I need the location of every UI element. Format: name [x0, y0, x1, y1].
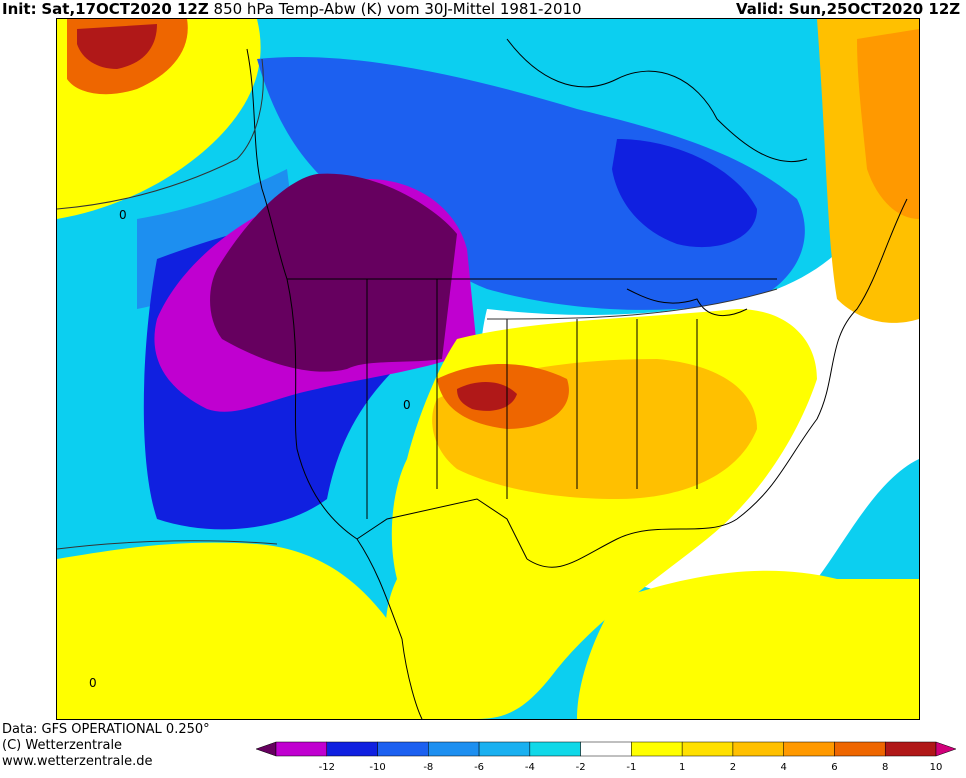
zero-contours — [57, 58, 778, 550]
legend-swatch — [478, 741, 531, 757]
legend-tick-label: -1 — [626, 762, 636, 773]
anomaly-yellow-se — [577, 570, 919, 719]
legend-tick-label: 2 — [730, 762, 736, 773]
header-left: Init: Sat,17OCT2020 12Z 850 hPa Temp-Abw… — [2, 0, 582, 18]
legend-swatch — [428, 741, 480, 757]
legend-tick-label: -4 — [525, 762, 535, 773]
legend-swatch — [377, 741, 429, 757]
legend-tick-label: -8 — [423, 762, 433, 773]
legend-tick-label: 1 — [679, 762, 685, 773]
data-source: Data: GFS OPERATIONAL 0.250° — [2, 722, 210, 737]
legend-tick-label: -2 — [576, 762, 586, 773]
anomaly-orange-east — [857, 29, 919, 219]
legend-swatch — [580, 741, 632, 757]
contour-label-3: 0 — [403, 398, 411, 412]
us-mexico-border — [356, 498, 528, 560]
state-borders — [366, 279, 698, 519]
legend-swatch — [681, 741, 734, 757]
anomaly-red-plains — [457, 382, 517, 411]
legend-arrow-high — [935, 741, 956, 757]
legend-swatch — [834, 741, 886, 757]
legend-swatch — [732, 741, 784, 757]
zero-contour-north — [486, 288, 778, 320]
gulf-east-coastline — [526, 198, 908, 568]
zero-contour-nw — [57, 58, 264, 210]
legend-swatch — [631, 741, 683, 757]
anomaly-blue-north — [257, 57, 805, 310]
contour-label-2: 0 — [89, 676, 97, 690]
contour-label-1: 0 — [119, 208, 127, 222]
hudson-bay — [506, 38, 808, 163]
west-coastline — [246, 48, 423, 719]
init-value: Sat,17OCT2020 12Z — [41, 0, 209, 18]
legend-swatch — [529, 741, 581, 757]
legend-swatch — [326, 741, 378, 757]
chart-title: 850 hPa Temp-Abw (K) vom 30J-Mittel 1981… — [213, 0, 582, 18]
great-lakes — [626, 288, 748, 317]
map-svg: 0 0 0 — [57, 19, 919, 719]
website: www.wetterzentrale.de — [2, 754, 153, 769]
legend-tick-label: -10 — [369, 762, 385, 773]
zero-contour-sw — [57, 540, 278, 550]
valid-label: Valid: — [736, 0, 784, 18]
legend-swatch — [275, 741, 328, 757]
color-legend: -12-10-8-6-4-2-1124681012 — [256, 741, 956, 773]
anomaly-red-nw — [77, 24, 157, 69]
legend-tick-label: -12 — [319, 762, 335, 773]
valid-value: Sun,25OCT2020 12Z — [788, 0, 961, 18]
anomaly-map: 0 0 0 — [56, 18, 920, 720]
legend-tick-label: 4 — [781, 762, 787, 773]
legend-tick-label: 6 — [831, 762, 837, 773]
legend-arrow-low — [256, 741, 277, 757]
legend-tick-label: 8 — [882, 762, 888, 773]
legend-swatch — [783, 741, 835, 757]
header-right: Valid: Sun,25OCT2020 12Z — [736, 0, 960, 18]
legend-tick-label: -6 — [474, 762, 484, 773]
init-label: Init: — [2, 0, 37, 18]
copyright: (C) Wetterzentrale — [2, 738, 123, 753]
land-outlines — [246, 38, 908, 719]
legend-tick-label: 10 — [930, 762, 943, 773]
anomaly-darkblue-canada — [612, 139, 757, 248]
legend-swatch — [884, 741, 937, 757]
anomaly-yellow-sw — [57, 542, 437, 719]
